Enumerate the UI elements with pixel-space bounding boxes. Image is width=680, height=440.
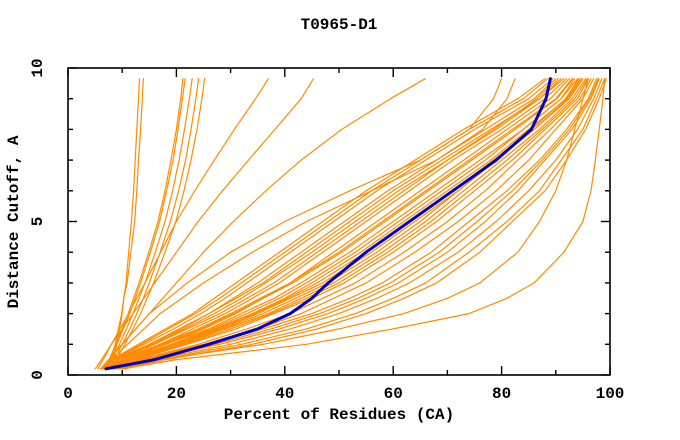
model-curve xyxy=(124,78,607,370)
model-curve xyxy=(99,78,562,370)
model-curve xyxy=(94,78,315,370)
model-curve xyxy=(117,78,599,370)
model-curve xyxy=(102,78,516,370)
model-curve xyxy=(111,78,588,370)
model-curve xyxy=(105,78,565,370)
axes: 0 20 40 60 80 100 0 5 10 xyxy=(29,58,624,403)
x-tick-label: 0 xyxy=(63,385,73,403)
x-tick-label: 20 xyxy=(167,385,186,403)
y-tick-label: 5 xyxy=(29,217,47,227)
model-curve xyxy=(110,78,587,370)
model-curve xyxy=(105,78,186,370)
model-curve xyxy=(104,78,184,370)
x-axis-label: Percent of Residues (CA) xyxy=(224,406,454,424)
model-curve xyxy=(109,78,206,370)
model-curve xyxy=(106,78,193,370)
model-curve xyxy=(121,78,606,370)
y-tick-label: 10 xyxy=(29,58,47,77)
model-curve xyxy=(104,78,560,370)
model-curve xyxy=(121,78,606,370)
model-curve xyxy=(118,78,600,370)
model-curves-group xyxy=(94,77,607,371)
model-curve xyxy=(113,78,589,370)
model-curve xyxy=(100,78,549,370)
y-axis-label: Distance Cutoff, A xyxy=(5,135,23,308)
model-curve xyxy=(108,78,576,370)
model-curve xyxy=(108,78,200,370)
x-tick-label: 60 xyxy=(384,385,403,403)
x-tick-label: 80 xyxy=(492,385,511,403)
chart-title: T0965-D1 xyxy=(301,16,378,34)
x-tick-label: 40 xyxy=(275,385,294,403)
model-curve xyxy=(116,78,589,370)
model-curve xyxy=(116,78,592,370)
model-curve xyxy=(102,78,573,370)
model-curve xyxy=(108,78,144,370)
model-curve xyxy=(99,78,546,370)
x-tick-label: 100 xyxy=(596,385,625,403)
model-curve xyxy=(106,78,574,370)
highlighted-model-curve xyxy=(104,77,552,371)
model-curve xyxy=(102,78,554,370)
y-tick-label: 0 xyxy=(29,370,47,380)
